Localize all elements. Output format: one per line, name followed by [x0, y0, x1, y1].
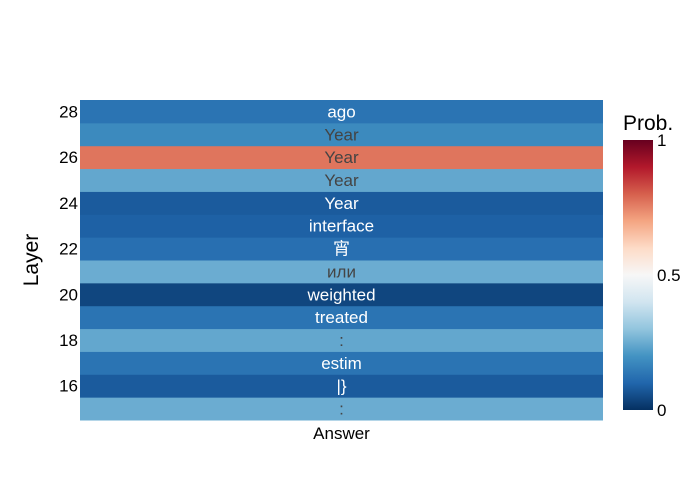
heatmap-cell	[80, 168, 603, 192]
cell-label: или	[327, 262, 356, 281]
heatmap-cells: : |} estim: treated weighted или 宵 interface Yea…	[80, 100, 603, 421]
heatmap-cell	[80, 100, 603, 124]
y-tick-label: 20	[59, 285, 78, 304]
colorbar-tick-label: 1	[657, 131, 666, 150]
y-tick-label: 24	[59, 194, 78, 213]
cell-label: treated	[315, 308, 368, 327]
y-tick-label: 26	[59, 148, 78, 167]
cell-label: :	[339, 400, 344, 419]
heatmap-cell	[80, 351, 603, 375]
cell-label: 宵	[333, 240, 350, 259]
heatmap-cell	[80, 260, 603, 284]
cell-label: :	[339, 331, 344, 350]
heatmap-cell	[80, 282, 603, 307]
colorbar	[623, 140, 653, 410]
x-axis-ticks: Answer	[313, 424, 370, 443]
cell-label: ago	[327, 102, 355, 121]
colorbar-title: Prob.	[623, 112, 673, 135]
heatmap-cell	[80, 237, 603, 261]
y-axis-ticks: 16 18 20 22 24 26 28	[59, 102, 78, 395]
y-tick-label: 18	[59, 331, 78, 350]
colorbar-ticks: 00.51	[657, 131, 681, 420]
cell-label: Year	[324, 148, 359, 167]
cell-label: Year	[324, 171, 359, 190]
cell-label: Year	[324, 194, 359, 213]
y-tick-label: 16	[59, 377, 78, 396]
heatmap-cell	[80, 328, 603, 352]
heatmap-cell	[80, 191, 603, 215]
heatmap-cell	[80, 214, 603, 238]
y-tick-label: 22	[59, 240, 78, 259]
cell-label: |}	[336, 377, 346, 396]
cell-label: Year	[324, 125, 359, 144]
cell-label: estim	[321, 354, 362, 373]
heatmap-cell	[80, 305, 603, 330]
colorbar-tick-label: 0	[657, 401, 666, 420]
y-axis-title: Layer	[20, 234, 43, 287]
heatmap-cell	[80, 397, 603, 421]
y-tick-label: 28	[59, 102, 78, 121]
colorbar-tick-label: 0.5	[657, 266, 681, 285]
cell-label: interface	[309, 217, 374, 236]
heatmap-cell	[80, 145, 603, 170]
x-tick-label: Answer	[313, 424, 370, 443]
heatmap-cell	[80, 374, 603, 398]
heatmap-cell	[80, 122, 603, 147]
cell-label: weighted	[306, 285, 375, 304]
